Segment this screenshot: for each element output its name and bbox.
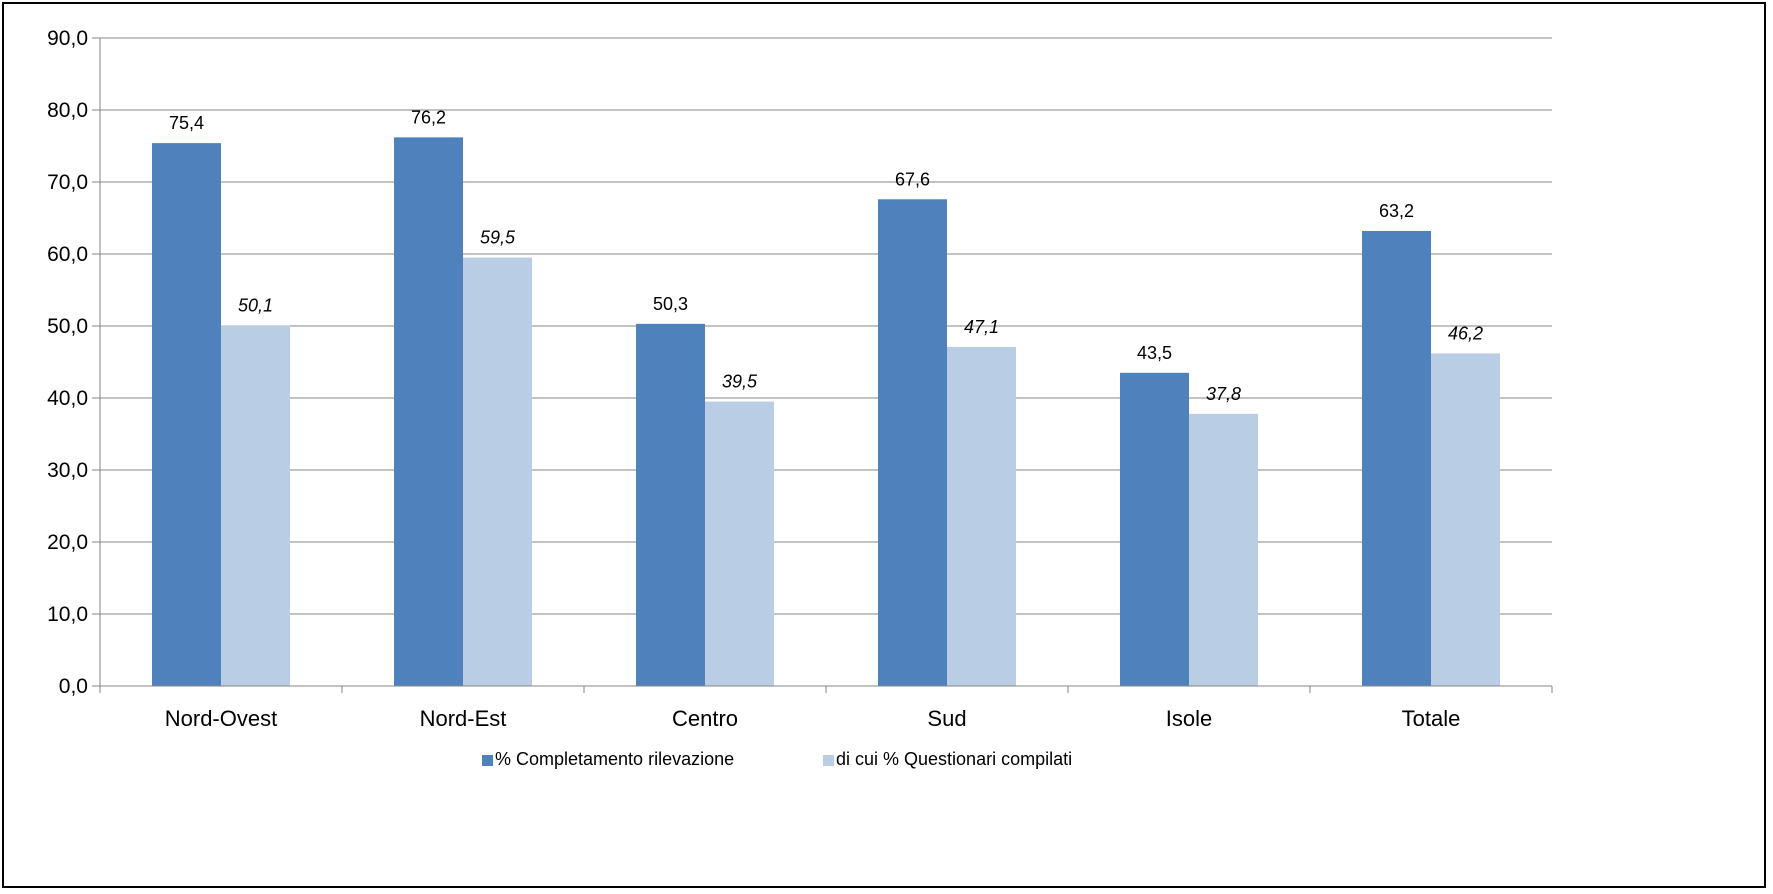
data-label: 47,1 bbox=[964, 317, 999, 337]
y-tick-label: 80,0 bbox=[47, 99, 88, 122]
bar bbox=[1120, 372, 1189, 686]
bar bbox=[1362, 230, 1431, 686]
legend-swatch bbox=[823, 755, 834, 766]
data-label: 76,2 bbox=[411, 107, 446, 127]
y-tick-label: 0,0 bbox=[59, 675, 88, 698]
axes: 0,0 10,0 20,0 30,0 40,0 50,0 60,0 70,0 80,0 90,0 N… bbox=[47, 27, 1553, 731]
bar-chart: 0,0 10,0 20,0 30,0 40,0 50,0 60,0 70,0 80,0 90,0 N… bbox=[47, 27, 1553, 769]
bar bbox=[394, 137, 463, 687]
bar bbox=[463, 257, 532, 686]
category-label: Centro bbox=[672, 706, 738, 731]
legend-label: % Completamento rilevazione bbox=[495, 749, 734, 769]
data-label: 37,8 bbox=[1206, 384, 1241, 404]
category-label: Nord-Ovest bbox=[165, 706, 277, 731]
y-tick-label: 90,0 bbox=[47, 27, 88, 50]
data-label: 46,2 bbox=[1448, 323, 1483, 343]
bar bbox=[636, 323, 705, 686]
data-label: 67,6 bbox=[895, 169, 930, 189]
data-label: 50,1 bbox=[238, 295, 273, 315]
y-tick-label: 40,0 bbox=[47, 387, 88, 410]
y-tick-label: 50,0 bbox=[47, 315, 88, 338]
y-tick-label: 70,0 bbox=[47, 171, 88, 194]
y-tick-label: 30,0 bbox=[47, 459, 88, 482]
bar bbox=[152, 143, 221, 686]
data-label: 43,5 bbox=[1137, 343, 1172, 363]
data-label: 39,5 bbox=[722, 372, 758, 392]
y-tick-label: 20,0 bbox=[47, 531, 88, 554]
data-label: 63,2 bbox=[1379, 201, 1414, 221]
legend-label: di cui % Questionari compilati bbox=[836, 749, 1072, 769]
y-tick-label: 10,0 bbox=[47, 603, 88, 626]
gridlines bbox=[100, 37, 1552, 615]
data-label: 59,5 bbox=[480, 228, 516, 248]
legend: % Completamento rilevazione di cui % Ques… bbox=[482, 749, 1072, 769]
bars bbox=[152, 137, 1500, 687]
labels: 75,4 76,2 50,3 67,6 43,5 63,2 50,1 59,5 39,5 47,1… bbox=[169, 107, 1483, 403]
data-label: 75,4 bbox=[169, 113, 204, 133]
bar bbox=[705, 401, 774, 686]
bar bbox=[1189, 413, 1258, 686]
bar bbox=[947, 346, 1016, 686]
bar bbox=[1431, 353, 1500, 686]
category-label: Nord-Est bbox=[420, 706, 507, 731]
category-label: Sud bbox=[927, 706, 966, 731]
bar bbox=[221, 325, 290, 686]
category-label: Isole bbox=[1166, 706, 1212, 731]
legend-swatch bbox=[482, 755, 493, 766]
bar bbox=[878, 199, 947, 686]
category-label: Totale bbox=[1402, 706, 1461, 731]
y-tick-label: 60,0 bbox=[47, 243, 88, 266]
data-label: 50,3 bbox=[653, 294, 688, 314]
